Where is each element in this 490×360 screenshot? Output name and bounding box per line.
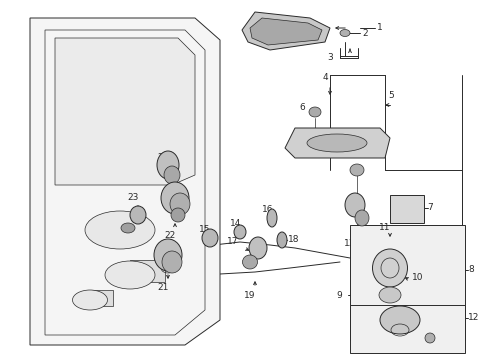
- Bar: [390, 195, 424, 223]
- Text: 20: 20: [157, 153, 169, 162]
- Text: 10: 10: [412, 274, 423, 283]
- Text: 7: 7: [427, 203, 433, 212]
- Polygon shape: [250, 18, 322, 45]
- Ellipse shape: [170, 193, 190, 215]
- Text: 17: 17: [226, 238, 238, 247]
- Ellipse shape: [249, 237, 267, 259]
- Bar: [350, 305, 465, 353]
- Text: 15: 15: [199, 225, 211, 234]
- Polygon shape: [285, 128, 390, 158]
- Ellipse shape: [425, 333, 435, 343]
- Text: 18: 18: [288, 235, 299, 244]
- Text: 14: 14: [230, 219, 242, 228]
- Ellipse shape: [355, 210, 369, 226]
- Polygon shape: [242, 12, 330, 50]
- Ellipse shape: [372, 249, 408, 287]
- Ellipse shape: [73, 290, 107, 310]
- Ellipse shape: [379, 287, 401, 303]
- Text: 3: 3: [327, 54, 333, 63]
- Text: 5: 5: [388, 90, 394, 99]
- Ellipse shape: [350, 164, 364, 176]
- Text: 9: 9: [336, 291, 342, 300]
- Ellipse shape: [243, 255, 258, 269]
- Ellipse shape: [277, 232, 287, 248]
- Ellipse shape: [164, 166, 180, 184]
- Ellipse shape: [154, 239, 182, 271]
- Text: 16: 16: [262, 206, 274, 215]
- Ellipse shape: [171, 208, 185, 222]
- Text: 4: 4: [322, 73, 328, 82]
- Text: 23: 23: [127, 193, 139, 202]
- Ellipse shape: [309, 107, 321, 117]
- Ellipse shape: [121, 223, 135, 233]
- Bar: [88, 290, 113, 306]
- Ellipse shape: [105, 261, 155, 289]
- Text: 1: 1: [377, 23, 383, 32]
- Text: 13: 13: [344, 239, 356, 248]
- Ellipse shape: [85, 211, 155, 249]
- Text: 11: 11: [379, 224, 391, 233]
- Ellipse shape: [130, 206, 146, 224]
- Text: 8: 8: [468, 266, 474, 274]
- Text: 22: 22: [164, 230, 175, 239]
- Polygon shape: [55, 38, 195, 185]
- Text: 6: 6: [299, 104, 305, 112]
- Polygon shape: [30, 18, 220, 345]
- Ellipse shape: [161, 182, 189, 214]
- Text: 2: 2: [362, 28, 368, 37]
- Ellipse shape: [157, 151, 179, 179]
- Ellipse shape: [202, 229, 218, 247]
- Bar: [350, 225, 465, 340]
- Ellipse shape: [345, 193, 365, 217]
- Text: 12: 12: [468, 314, 479, 323]
- Ellipse shape: [380, 306, 420, 334]
- Ellipse shape: [234, 225, 246, 239]
- Ellipse shape: [162, 251, 182, 273]
- Text: 19: 19: [244, 291, 256, 300]
- Ellipse shape: [307, 134, 367, 152]
- Ellipse shape: [267, 209, 277, 227]
- Text: 21: 21: [157, 284, 169, 292]
- Bar: [130, 260, 165, 282]
- Ellipse shape: [340, 30, 350, 36]
